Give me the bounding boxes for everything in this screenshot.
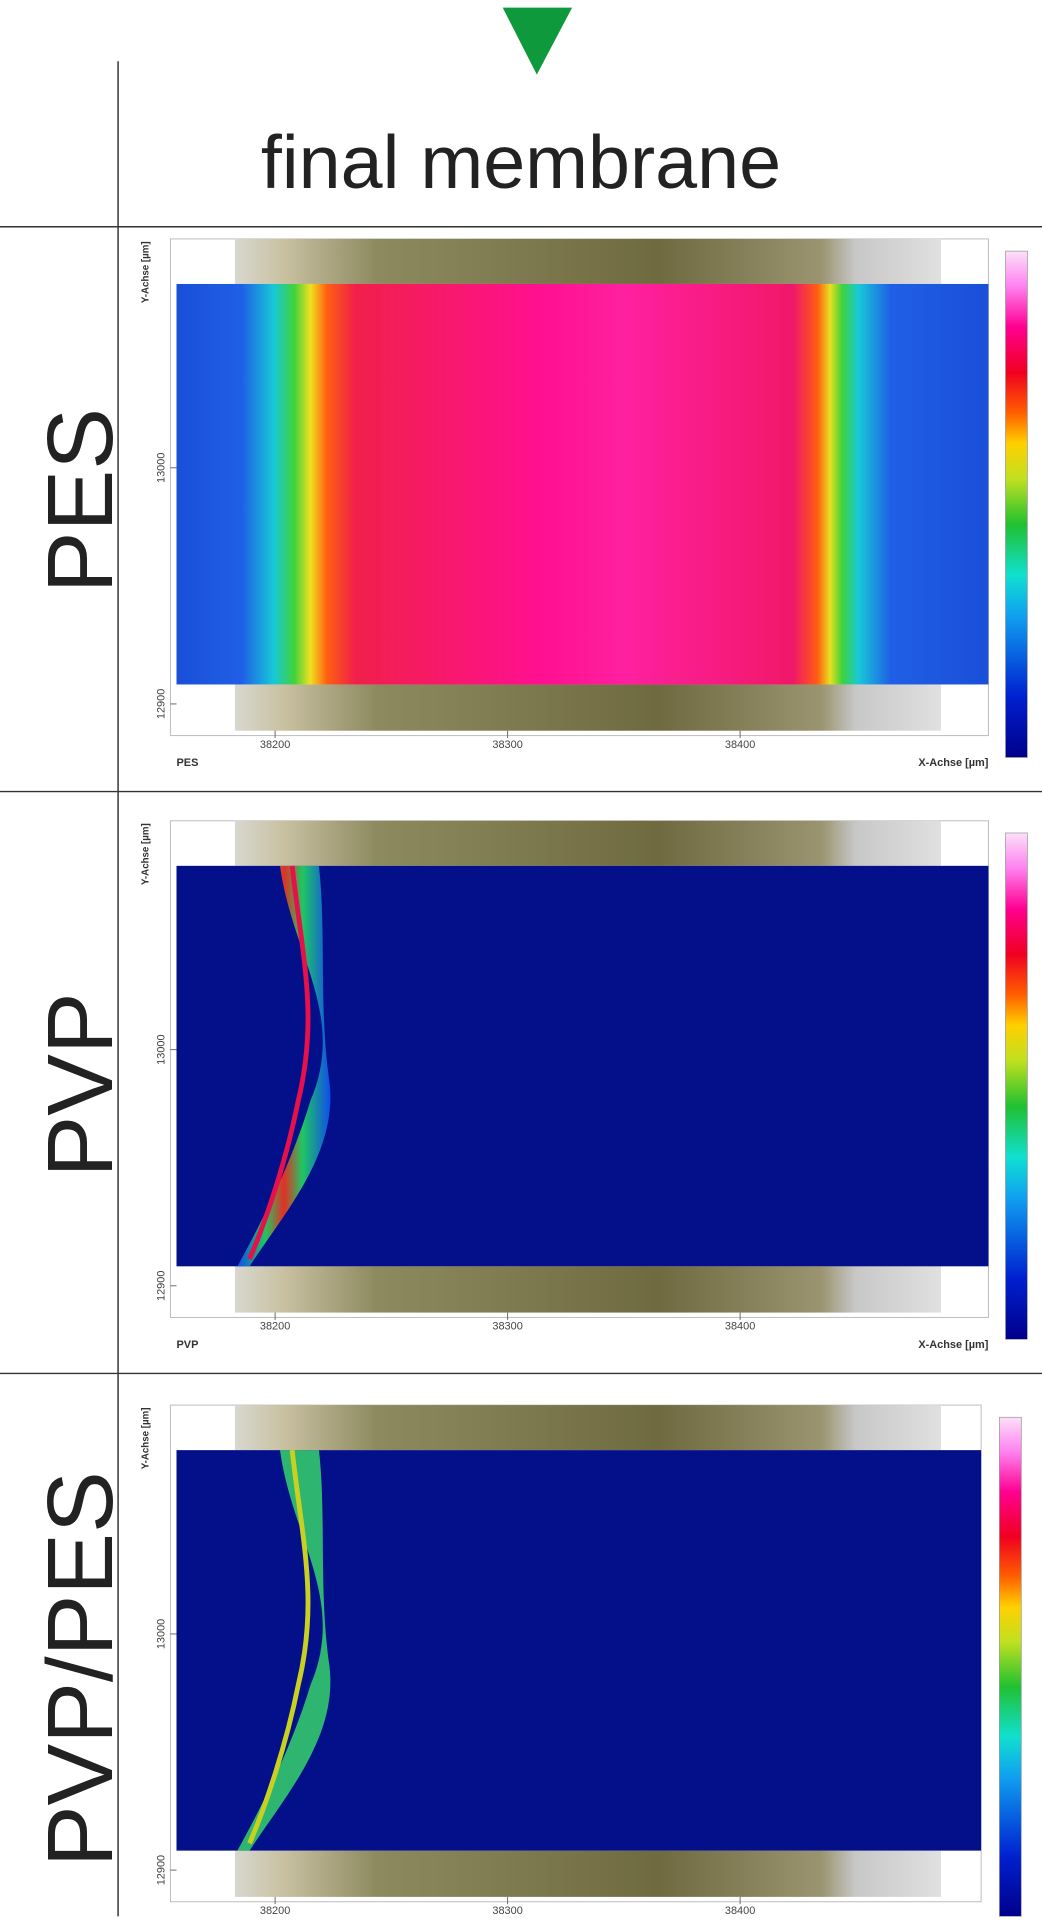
row-label: PES <box>28 408 132 593</box>
y-tick-label: 13000 <box>155 453 167 483</box>
title: final membrane <box>261 120 781 204</box>
y-tick-label: 12900 <box>155 1271 167 1301</box>
x-tick-label: 38400 <box>725 739 755 751</box>
streak <box>237 865 331 1267</box>
colorbar <box>1005 832 1028 1340</box>
x-tick-label: 38200 <box>260 1905 290 1917</box>
x-tick-label: 38300 <box>492 1905 522 1917</box>
colorbar <box>999 1416 1022 1917</box>
x-tick-label: 38400 <box>725 1321 755 1333</box>
arrow <box>502 7 573 75</box>
y-axis-label: Y-Achse [µm] <box>141 241 152 303</box>
micrograph-top <box>234 820 941 866</box>
micrograph-top <box>234 1405 941 1451</box>
x-tick-label: 38200 <box>260 739 290 751</box>
x-tick-label: 38400 <box>725 1905 755 1917</box>
y-tick-label: 12900 <box>155 689 167 719</box>
row-label: PVP/PES <box>28 1471 132 1867</box>
caption: PES <box>177 757 199 769</box>
streak-core <box>247 1449 311 1845</box>
x-tick-label: 38300 <box>492 739 522 751</box>
streak <box>237 1450 331 1851</box>
colorbar <box>1005 250 1028 758</box>
heatmap <box>176 283 989 685</box>
caption: PVP <box>177 1339 199 1351</box>
y-axis-label: Y-Achse [µm] <box>141 1408 152 1470</box>
y-tick-label: 13000 <box>155 1034 167 1064</box>
x-tick-label: 38200 <box>260 1321 290 1333</box>
x-axis-label: X-Achse [µm] <box>918 757 988 769</box>
row-label: PVP <box>28 992 132 1177</box>
y-tick-label: 12900 <box>155 1855 167 1885</box>
micrograph-top <box>234 238 941 284</box>
y-axis-label: Y-Achse [µm] <box>141 823 152 885</box>
micrograph-bottom <box>234 1266 941 1313</box>
x-axis-label: X-Achse [µm] <box>918 1339 988 1351</box>
x-tick-label: 38300 <box>492 1321 522 1333</box>
y-tick-label: 13000 <box>155 1619 167 1649</box>
streak-core <box>247 865 311 1260</box>
micrograph-bottom <box>234 684 941 731</box>
micrograph-bottom <box>234 1850 941 1897</box>
